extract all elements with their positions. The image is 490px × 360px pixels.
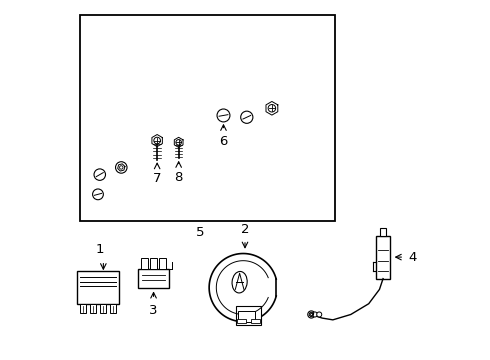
Bar	[100, 304, 106, 313]
Text: 1: 1	[96, 243, 104, 256]
Bar	[238, 319, 246, 323]
Circle shape	[154, 137, 160, 144]
Bar	[238, 311, 255, 321]
Bar	[90, 304, 96, 313]
Bar	[380, 228, 386, 235]
Text: 3: 3	[149, 303, 158, 316]
Circle shape	[94, 169, 105, 180]
Bar	[251, 319, 260, 323]
Circle shape	[313, 312, 318, 317]
Bar	[376, 235, 390, 279]
Circle shape	[120, 166, 123, 169]
Bar	[159, 258, 166, 269]
Text: 2: 2	[241, 222, 249, 235]
Ellipse shape	[232, 271, 247, 293]
Circle shape	[241, 111, 253, 123]
Circle shape	[217, 109, 230, 122]
Circle shape	[116, 162, 127, 173]
Bar	[150, 258, 157, 269]
Text: 8: 8	[174, 171, 183, 184]
Bar	[138, 269, 169, 288]
Circle shape	[317, 312, 322, 317]
Bar	[110, 304, 116, 313]
Circle shape	[310, 314, 313, 316]
Circle shape	[308, 311, 315, 318]
Bar	[141, 258, 148, 269]
Bar	[80, 15, 335, 221]
Bar	[236, 306, 261, 325]
Text: 5: 5	[196, 226, 204, 239]
Text: 6: 6	[220, 135, 228, 148]
Text: 4: 4	[409, 251, 417, 264]
Bar	[77, 271, 119, 304]
Circle shape	[268, 104, 276, 112]
Circle shape	[176, 140, 181, 145]
Circle shape	[93, 189, 103, 200]
Bar	[80, 304, 86, 313]
Text: 7: 7	[153, 172, 161, 185]
